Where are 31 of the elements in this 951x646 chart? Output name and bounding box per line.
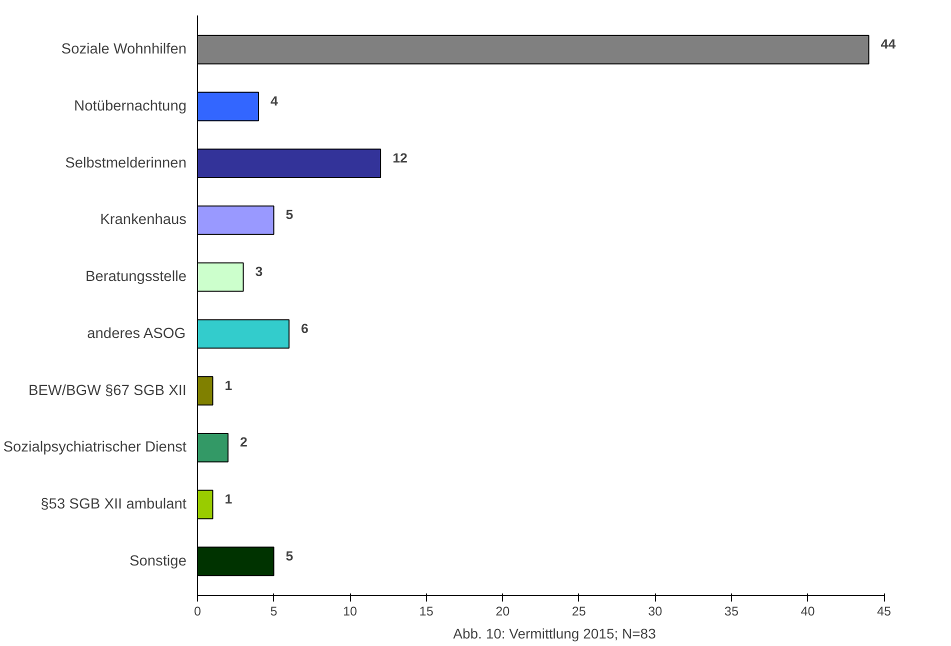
- y-tick-label: Selbstmelderinnen: [65, 155, 187, 172]
- x-tick-label: 15: [419, 604, 434, 618]
- data-label: 6: [301, 320, 308, 336]
- y-tick-label: Sonstige: [129, 553, 187, 570]
- x-tick-label: 45: [877, 604, 892, 618]
- y-tick-label: §53 SGB XII ambulant: [40, 496, 187, 513]
- y-tick-label: anderes ASOG: [87, 326, 186, 342]
- data-label: 2: [240, 434, 248, 450]
- x-tick-label: 40: [800, 604, 815, 618]
- data-label: 5: [286, 207, 294, 222]
- x-tick-label: 20: [496, 604, 510, 618]
- y-tick-label: Sozialpsychiatrischer Dienst: [3, 440, 187, 456]
- x-tick-label: 35: [724, 604, 739, 618]
- x-tick-label: 25: [572, 604, 586, 618]
- y-tick-label: Krankenhaus: [100, 212, 187, 228]
- y-tick-label: BEW/BGW §67 SGB XII: [28, 382, 187, 399]
- data-label: 1: [224, 492, 233, 507]
- data-label: 12: [392, 150, 408, 166]
- x-tick-label: 0: [194, 604, 202, 618]
- caption: Abb. 10: Vermittlung 2015; N=83: [453, 626, 656, 642]
- x-tick-label: 30: [648, 604, 662, 618]
- data-label: 44: [880, 36, 896, 52]
- data-label: 3: [255, 264, 263, 280]
- y-tick-label: Notübernachtung: [74, 98, 187, 114]
- x-tick-label: 5: [270, 604, 278, 618]
- x-tick-label: 10: [343, 604, 358, 618]
- y-tick-label: Soziale Wohnhilfen: [61, 42, 186, 58]
- y-tick-label: Beratungsstelle: [85, 269, 187, 286]
- data-label: 4: [270, 93, 279, 108]
- data-label: 1: [224, 378, 233, 393]
- data-label: 5: [286, 548, 294, 564]
